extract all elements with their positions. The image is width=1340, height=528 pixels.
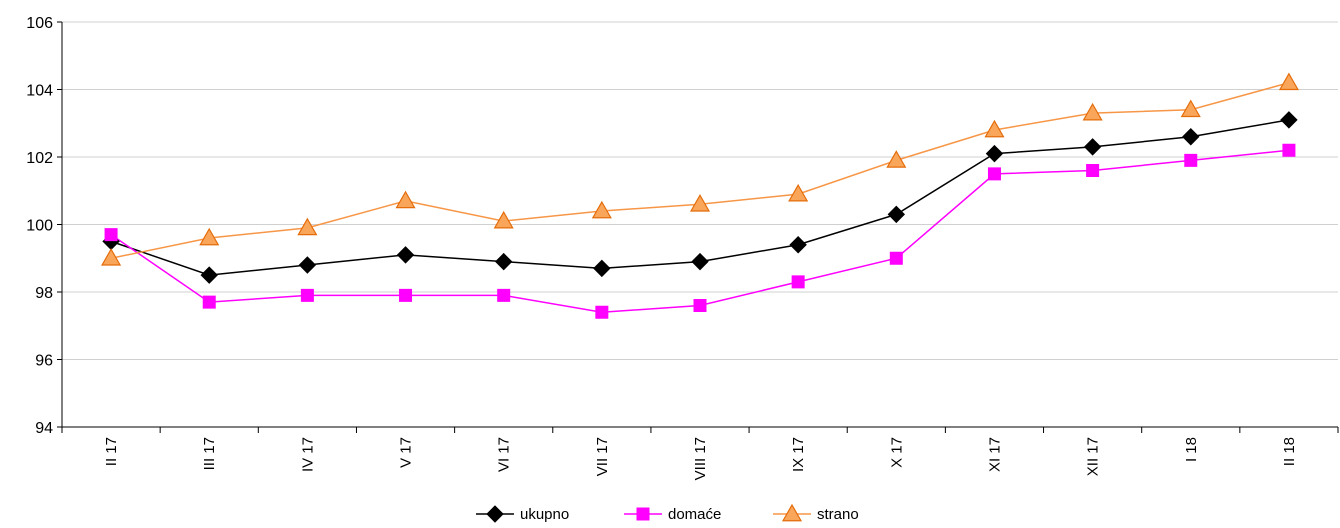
data-point-domaće — [497, 288, 511, 302]
x-tick-label: VII 17 — [594, 437, 611, 476]
y-tick-label: 104 — [26, 83, 53, 100]
data-point-domaće — [595, 305, 609, 319]
data-point-ukupno — [396, 246, 415, 264]
legend-item-ukupno: ukupno — [476, 505, 569, 523]
legend-marker — [781, 503, 803, 522]
x-tick-label: X 17 — [888, 437, 905, 468]
legend-label: strano — [817, 506, 859, 523]
legend-label: domaće — [668, 506, 721, 523]
data-point-strano — [199, 227, 220, 246]
y-tick-label: 96 — [35, 353, 53, 370]
legend-marker — [486, 505, 504, 523]
data-point-ukupno — [593, 259, 611, 278]
data-point-ukupno — [1280, 111, 1298, 129]
x-tick-label: II 17 — [103, 437, 120, 466]
data-point-domaće — [889, 251, 903, 265]
data-point-strano — [1278, 72, 1299, 91]
x-tick-label: II 18 — [1281, 437, 1298, 466]
data-point-strano — [1180, 99, 1201, 118]
data-point-ukupno — [1182, 128, 1200, 146]
legend: ukupno domaće strano — [476, 503, 859, 523]
data-point-ukupno — [1083, 138, 1102, 156]
data-points — [101, 72, 1299, 319]
x-tick-label: IX 17 — [790, 437, 807, 472]
data-point-domaće — [202, 295, 216, 309]
y-tick-label: 100 — [26, 218, 53, 235]
data-point-domaće — [987, 167, 1001, 181]
x-tick-label: XI 17 — [986, 437, 1003, 472]
data-point-domaće — [791, 275, 805, 289]
x-tick-label: V 17 — [398, 437, 415, 468]
data-point-strano — [395, 190, 416, 209]
legend-label: ukupno — [520, 506, 569, 523]
data-point-ukupno — [887, 205, 906, 224]
data-point-strano — [984, 119, 1005, 138]
data-point-domaće — [1184, 153, 1198, 167]
x-tick-label: III 17 — [201, 437, 218, 470]
data-point-domaće — [399, 288, 413, 302]
data-point-strano — [101, 248, 122, 266]
y-tick-label: 102 — [26, 150, 53, 167]
x-tick-label: VI 17 — [496, 437, 513, 472]
series-line-strano — [110, 82, 1290, 259]
legend-item-strano: strano — [773, 503, 859, 523]
data-point-ukupno — [789, 236, 807, 254]
legend-marker — [636, 507, 650, 521]
data-point-strano — [1082, 102, 1103, 121]
data-point-strano — [297, 217, 318, 236]
x-tick-label: I 18 — [1183, 437, 1200, 462]
x-tick-label: XII 17 — [1085, 437, 1102, 476]
data-point-strano — [689, 194, 711, 212]
data-point-strano — [591, 200, 612, 219]
data-point-strano — [788, 183, 809, 202]
data-point-ukupno — [494, 252, 513, 271]
data-point-ukupno — [298, 256, 317, 274]
gridlines — [62, 21, 1338, 360]
data-point-domaće — [104, 228, 118, 242]
data-point-domaće — [1086, 164, 1100, 177]
data-point-strano — [493, 210, 514, 229]
data-point-domaće — [693, 299, 707, 312]
series-line-domaće — [110, 149, 1290, 314]
x-tick-label: IV 17 — [299, 437, 316, 472]
data-point-ukupno — [691, 252, 709, 271]
axes: 94 96 98 100 102 104 106 II 17 III 17 IV 17 V 17 VI… — [26, 15, 1339, 480]
y-tick-label: 94 — [35, 420, 53, 437]
data-point-ukupno — [985, 144, 1004, 163]
x-tick-label: VIII 17 — [692, 437, 709, 480]
data-point-ukupno — [200, 266, 218, 284]
legend-item-domaće: domaće — [624, 506, 721, 523]
y-tick-label: 98 — [35, 285, 53, 302]
data-point-strano — [886, 150, 907, 168]
data-point-domaće — [1282, 143, 1296, 157]
y-tick-label: 106 — [26, 15, 53, 32]
data-point-domaće — [300, 288, 314, 302]
